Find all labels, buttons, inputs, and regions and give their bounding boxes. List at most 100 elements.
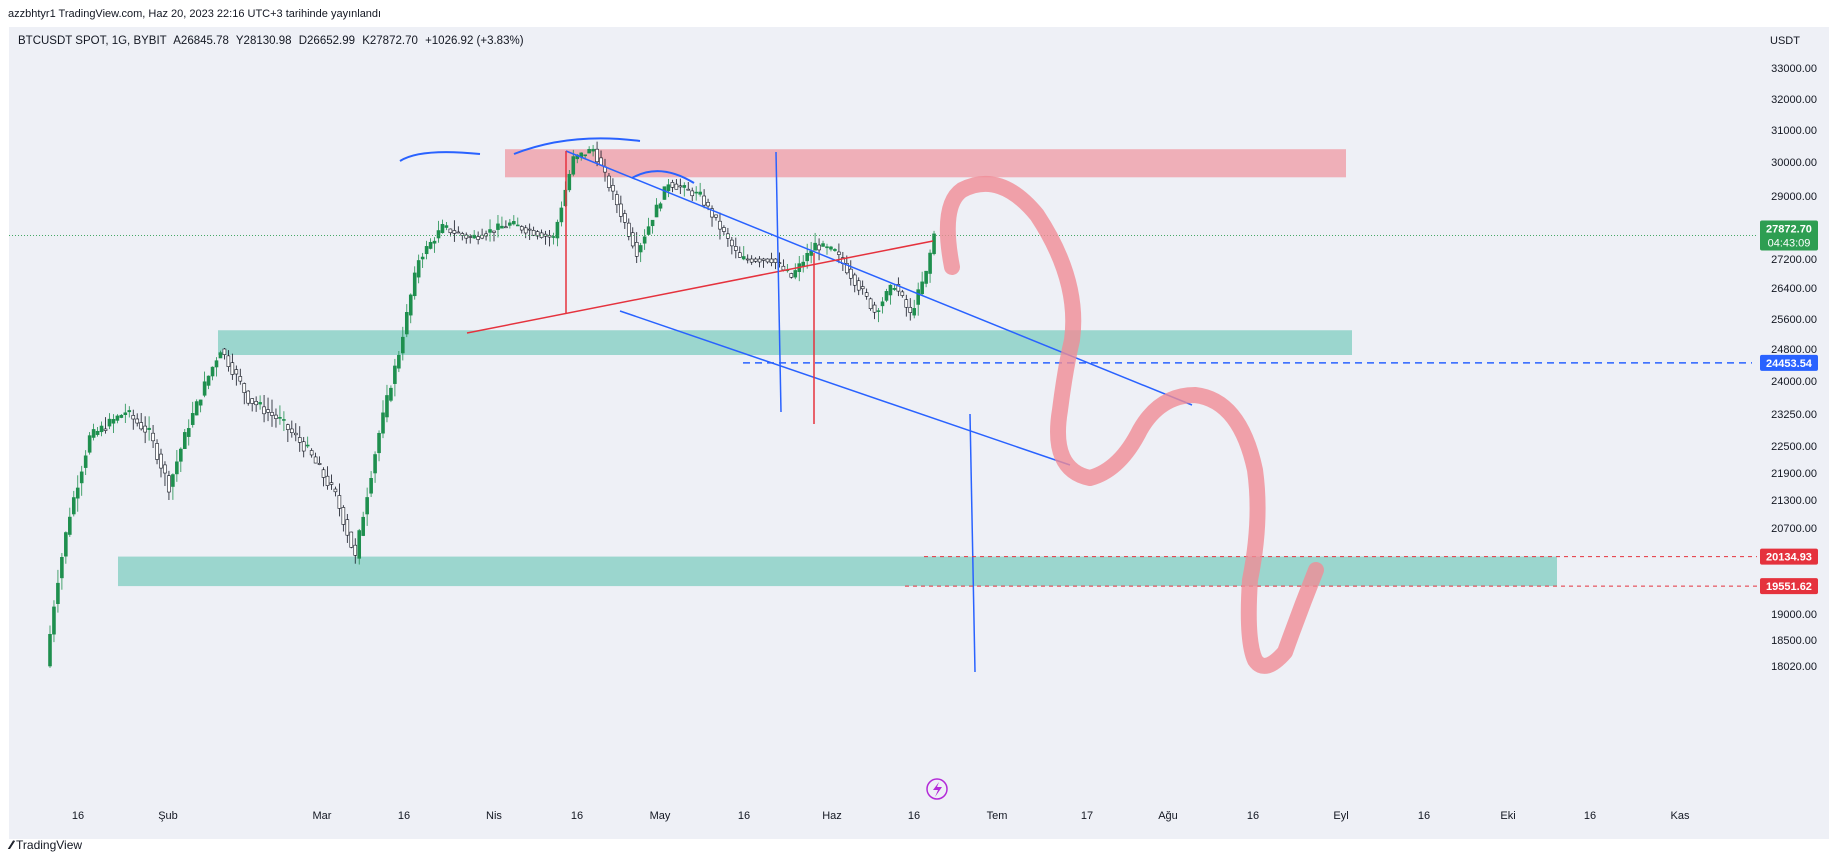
candle bbox=[504, 220, 508, 229]
candle-body bbox=[163, 464, 167, 474]
candle-body bbox=[710, 208, 714, 218]
candle bbox=[757, 256, 762, 268]
candle-body bbox=[682, 185, 687, 188]
candle-body bbox=[480, 234, 484, 239]
price-label: 19551.62 bbox=[1760, 578, 1818, 595]
zone-resistance bbox=[505, 149, 1346, 178]
candle-body bbox=[337, 495, 342, 509]
candle bbox=[908, 298, 913, 321]
candle bbox=[710, 205, 714, 227]
candle-body bbox=[686, 188, 691, 191]
price-label-bg bbox=[1760, 220, 1818, 251]
candle-body bbox=[734, 246, 738, 251]
candle-body bbox=[924, 270, 928, 284]
candle bbox=[214, 357, 219, 377]
candle-body bbox=[218, 352, 223, 359]
candle bbox=[753, 257, 758, 263]
candle-body bbox=[341, 507, 346, 525]
price-axis-label: 27200.00 bbox=[1771, 254, 1817, 266]
candle-body bbox=[234, 369, 239, 375]
candle-body bbox=[642, 236, 647, 244]
candle bbox=[337, 483, 342, 517]
time-axis-label: Haz bbox=[822, 810, 842, 822]
candle bbox=[702, 189, 706, 209]
candle bbox=[64, 531, 68, 564]
candle-body bbox=[515, 224, 520, 227]
lightning-icon bbox=[926, 778, 948, 800]
candle-body bbox=[103, 428, 108, 431]
candle bbox=[48, 625, 52, 668]
price-axis-label: 32000.00 bbox=[1771, 94, 1817, 106]
candle bbox=[194, 399, 199, 416]
candle-body bbox=[56, 582, 60, 604]
candle-body bbox=[293, 432, 298, 436]
candle-body bbox=[555, 221, 560, 239]
candle bbox=[389, 385, 393, 403]
candle bbox=[678, 178, 683, 195]
candle bbox=[785, 264, 790, 273]
candle-body bbox=[143, 425, 147, 433]
price-label-text: 27872.70 bbox=[1766, 223, 1812, 235]
candle-body bbox=[230, 362, 235, 375]
candle bbox=[143, 416, 147, 444]
zone-support-upper bbox=[218, 330, 1352, 355]
candle-body bbox=[329, 482, 334, 485]
candle bbox=[444, 221, 449, 231]
candle bbox=[357, 528, 362, 565]
candle-body bbox=[270, 412, 274, 416]
candle bbox=[416, 254, 421, 284]
price-label-text: 20134.93 bbox=[1766, 552, 1812, 564]
candle-body bbox=[900, 291, 905, 296]
candle bbox=[270, 399, 274, 427]
candle bbox=[349, 531, 354, 549]
candle bbox=[464, 232, 469, 244]
ohlc-low: D26652.99 bbox=[298, 35, 356, 47]
candle bbox=[206, 375, 211, 390]
zone-support-lower bbox=[118, 556, 1557, 587]
candle-body bbox=[111, 419, 116, 424]
candle bbox=[543, 230, 548, 245]
candle bbox=[238, 368, 243, 385]
candle-body bbox=[674, 183, 679, 190]
candle bbox=[210, 366, 215, 381]
candle bbox=[682, 182, 687, 197]
candle-body bbox=[127, 410, 132, 413]
candle bbox=[904, 294, 909, 317]
candle-body bbox=[587, 149, 591, 154]
candle bbox=[111, 414, 116, 433]
candle-body bbox=[222, 348, 227, 355]
candle bbox=[642, 229, 647, 250]
ohlc-open: A26845.78 bbox=[173, 35, 229, 47]
candle bbox=[690, 187, 695, 202]
candle bbox=[139, 412, 143, 431]
candle-body bbox=[611, 185, 615, 192]
price-label-text: 24453.54 bbox=[1766, 358, 1813, 370]
candle-body bbox=[860, 286, 865, 290]
candle bbox=[456, 226, 461, 234]
candle bbox=[305, 436, 310, 449]
candle bbox=[761, 257, 766, 268]
candle-body bbox=[793, 270, 798, 278]
candle bbox=[317, 456, 322, 466]
candle-body bbox=[864, 292, 869, 297]
candle bbox=[623, 209, 627, 229]
candle bbox=[737, 246, 742, 258]
tradingview-logo[interactable]: ⁄∕ TradingView bbox=[10, 838, 82, 852]
candle bbox=[222, 348, 227, 360]
candle-body bbox=[416, 260, 421, 278]
time-axis-label: 17 bbox=[1081, 810, 1093, 822]
candle-body bbox=[274, 414, 278, 419]
candle-body bbox=[147, 427, 151, 430]
candle-body bbox=[571, 156, 576, 175]
candle-body bbox=[182, 432, 187, 449]
candle-body bbox=[888, 284, 893, 296]
candle bbox=[290, 420, 294, 438]
candle bbox=[230, 353, 235, 380]
candle bbox=[83, 450, 88, 476]
candle bbox=[341, 505, 346, 532]
candle-body bbox=[373, 454, 377, 474]
candle-body bbox=[519, 226, 524, 231]
candle bbox=[369, 471, 373, 498]
candle bbox=[198, 399, 203, 413]
